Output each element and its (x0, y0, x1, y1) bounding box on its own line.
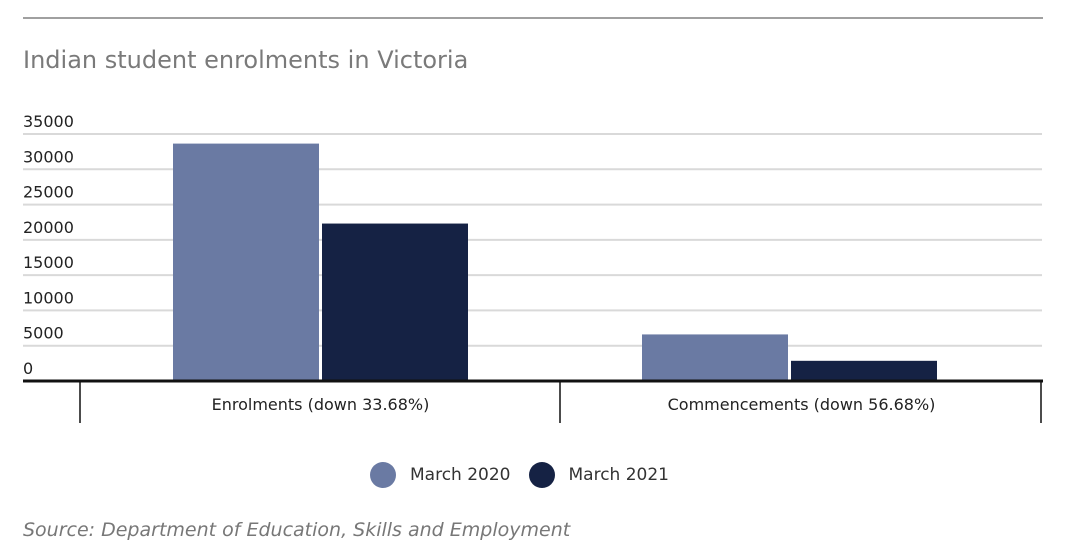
legend: March 2020 March 2021 (370, 462, 669, 488)
bar-1-1 (791, 360, 937, 381)
legend-label: March 2020 (410, 465, 511, 485)
y-tick-label: 5000 (23, 324, 64, 343)
y-tick-label: 0 (23, 359, 33, 378)
chart-title: Indian student enrolments in Victoria (23, 46, 469, 74)
top-rule (23, 17, 1043, 19)
legend-label: March 2021 (568, 465, 670, 485)
category-label: Enrolments (down 33.68%) (212, 395, 430, 414)
legend-swatch (528, 462, 555, 488)
y-tick-label: 35000 (23, 112, 74, 131)
legend-swatch (370, 462, 396, 488)
source-note: Source: Department of Education, Skills … (23, 519, 571, 541)
legend-item: March 2020 (370, 462, 511, 488)
y-tick-label: 15000 (23, 253, 74, 272)
y-tick-label: 25000 (23, 183, 74, 202)
legend-item: March 2021 (528, 462, 670, 488)
y-tick-label: 10000 (23, 288, 74, 307)
y-tick-label: 30000 (23, 147, 74, 166)
bar-0-1 (642, 334, 788, 381)
bar-1-0 (322, 223, 468, 381)
bar-0-0 (173, 143, 319, 381)
y-tick-label: 20000 (23, 218, 74, 237)
category-label: Commencements (down 56.68%) (668, 395, 936, 414)
